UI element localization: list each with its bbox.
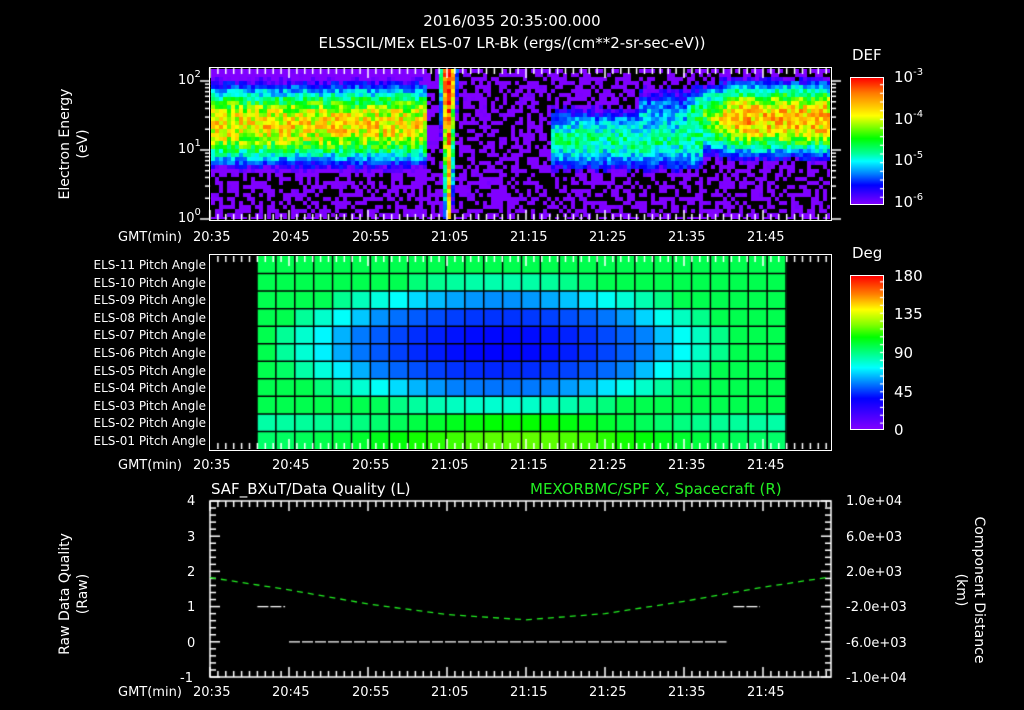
def-colorbar-label-1e-5: 10-5 bbox=[894, 150, 924, 169]
dq-tick-3: 3 bbox=[187, 530, 196, 545]
def-colorbar-label-1e-6: 10-6 bbox=[894, 192, 924, 211]
deg-label-0: 0 bbox=[894, 421, 904, 439]
pitch-angle-row-label: ELS-11 Pitch Angle bbox=[93, 258, 206, 272]
pitch-angle-frame bbox=[209, 254, 832, 451]
pitch-angle-row-label: ELS-07 Pitch Angle bbox=[93, 328, 206, 343]
dist-tick-6e3: 6.0e+03 bbox=[846, 530, 903, 545]
dq-tick-0: 0 bbox=[187, 636, 196, 651]
deg-label-90: 90 bbox=[894, 344, 914, 362]
dist-tick-minus6e3: -6.0e+03 bbox=[846, 636, 907, 651]
dq-tick-minus1: -1 bbox=[180, 671, 193, 686]
dq-tick-4: 4 bbox=[187, 494, 196, 509]
def-colorbar-title: DEF bbox=[852, 46, 882, 64]
energy-tick-10: 101 bbox=[178, 138, 201, 157]
deg-label-180: 180 bbox=[894, 267, 923, 285]
dq-tick-1: 1 bbox=[187, 600, 196, 615]
pitch-angle-row-label: ELS-03 Pitch Angle bbox=[93, 398, 206, 413]
deg-colorbar-title: Deg bbox=[852, 244, 883, 262]
def-colorbar-ticks bbox=[848, 76, 888, 206]
pitch-angle-row-label: ELS-09 Pitch Angle bbox=[93, 293, 206, 308]
energy-tick-1: 100 bbox=[178, 207, 201, 226]
deg-label-45: 45 bbox=[894, 383, 914, 401]
dist-tick-minus1e4: -1.0e+04 bbox=[846, 671, 907, 686]
energy-tick-100: 102 bbox=[178, 69, 201, 88]
def-colorbar-label-1e-3: 10-3 bbox=[894, 67, 924, 86]
dist-tick-1e4: 1.0e+04 bbox=[846, 494, 903, 509]
pitch-angle-row-label: ELS-06 Pitch Angle bbox=[93, 346, 206, 360]
dist-tick-minus2e3: -2.0e+03 bbox=[846, 600, 907, 615]
def-colorbar-label-1e-4: 10-4 bbox=[894, 109, 924, 128]
pitch-angle-row-label: ELS-05 Pitch Angle bbox=[93, 363, 206, 378]
deg-label-135: 135 bbox=[894, 305, 923, 323]
pitch-angle-grid bbox=[211, 256, 830, 449]
pitch-angle-row-label: ELS-10 Pitch Angle bbox=[93, 275, 206, 290]
pitch-angle-row-label: ELS-01 Pitch Angle bbox=[93, 434, 206, 448]
pitch-angle-row-label: ELS-08 Pitch Angle bbox=[93, 310, 206, 325]
dist-tick-2e3: 2.0e+03 bbox=[846, 565, 903, 580]
dq-tick-2: 2 bbox=[187, 565, 196, 580]
pitch-angle-row-label: ELS-02 Pitch Angle bbox=[93, 416, 206, 431]
data-quality-plot bbox=[0, 490, 1024, 710]
pitch-angle-row-label: ELS-04 Pitch Angle bbox=[93, 381, 206, 396]
deg-colorbar-ticks bbox=[848, 274, 888, 431]
